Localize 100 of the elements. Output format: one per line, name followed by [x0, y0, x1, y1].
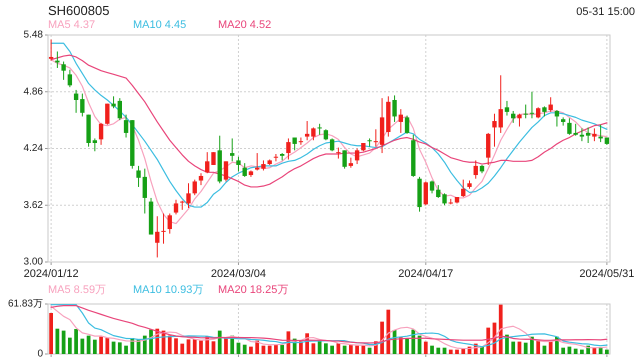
bar [268, 346, 272, 354]
y-tick-label: 3.00 [24, 256, 44, 268]
bar [405, 338, 409, 354]
candlestick [424, 180, 428, 206]
candlestick [174, 199, 178, 215]
bar [49, 313, 53, 354]
bar [355, 346, 359, 354]
candlestick [404, 115, 410, 134]
bar [574, 348, 578, 354]
x-tick-label: 2024/05/31 [579, 268, 634, 280]
bar [524, 342, 528, 354]
bar [186, 339, 190, 354]
candlestick [474, 160, 478, 180]
bar [436, 348, 440, 354]
bar [418, 336, 422, 354]
candlestick [436, 184, 440, 198]
bar [430, 346, 434, 354]
y-tick-label: 4.86 [24, 86, 44, 98]
candlestick [198, 172, 204, 186]
candlestick [536, 106, 540, 119]
y-tick-label: 4.24 [24, 143, 44, 154]
candlestick [336, 147, 341, 160]
bar [224, 338, 228, 354]
series-label: MA5 8.59万 [48, 284, 106, 296]
bar [548, 342, 553, 354]
candlestick [573, 123, 578, 136]
bar [86, 336, 90, 354]
bar [112, 342, 116, 354]
bar [448, 350, 453, 354]
candlestick [492, 113, 497, 148]
bar [68, 338, 72, 354]
text: 05-31 15:00 [576, 6, 635, 18]
candlestick [486, 132, 490, 166]
candlestick [317, 123, 322, 136]
candlestick [192, 179, 197, 196]
bar [312, 343, 316, 354]
candlestick [298, 137, 304, 146]
candlestick [224, 160, 228, 182]
candlestick [430, 180, 434, 194]
candlestick [105, 103, 110, 126]
bar [518, 342, 522, 354]
bar [242, 344, 247, 354]
bar [480, 346, 484, 354]
bar [124, 346, 128, 354]
bar [330, 346, 334, 354]
candlestick [205, 152, 210, 174]
candlestick [155, 216, 160, 258]
candlestick [442, 192, 447, 206]
bar [542, 346, 546, 354]
text: MA20 4.52 [218, 19, 272, 31]
bar [580, 350, 584, 354]
bar [324, 343, 328, 354]
candlestick [242, 162, 247, 178]
candlestick [548, 96, 553, 112]
candlestick [48, 39, 54, 62]
text: MA10 4.45 [133, 19, 186, 31]
candlestick [342, 150, 347, 170]
candlestick [348, 157, 354, 168]
candlestick [542, 106, 547, 117]
bar [424, 342, 428, 354]
bar [361, 346, 366, 354]
text: MA10 10.93万 [133, 284, 204, 296]
candlestick [98, 122, 104, 146]
x-tick-label: 2024/04/17 [398, 268, 454, 280]
x-tick-label: 2024/01/12 [24, 268, 79, 280]
bar [62, 330, 66, 354]
bar [455, 350, 459, 354]
candlestick [398, 108, 403, 134]
candlestick [230, 138, 234, 162]
candlestick [354, 148, 360, 165]
candlestick [292, 137, 297, 151]
candlestick [498, 74, 503, 134]
candlestick [511, 110, 516, 124]
bar [236, 342, 240, 354]
candlestick [586, 126, 590, 144]
candlestick [186, 182, 191, 208]
candlestick [286, 138, 291, 160]
candlestick [55, 50, 60, 68]
candlestick [161, 212, 166, 244]
bar [442, 348, 446, 354]
bar [92, 340, 97, 354]
bar [80, 338, 84, 354]
candlestick [592, 128, 597, 142]
bar [511, 342, 516, 354]
bar [568, 346, 572, 354]
bar [280, 345, 284, 354]
bar [55, 328, 60, 354]
bar [342, 346, 346, 354]
candlestick [324, 128, 328, 141]
bar [299, 341, 303, 354]
candlestick [274, 153, 278, 162]
candlestick [524, 104, 528, 119]
candlestick [61, 61, 66, 80]
candlestick [236, 156, 241, 172]
candlestick [530, 91, 534, 119]
bar [180, 344, 184, 354]
candlestick [211, 152, 216, 166]
candlestick [504, 100, 510, 116]
y-tick-label: 3.62 [24, 200, 44, 211]
text: MA5 4.37 [48, 19, 96, 31]
